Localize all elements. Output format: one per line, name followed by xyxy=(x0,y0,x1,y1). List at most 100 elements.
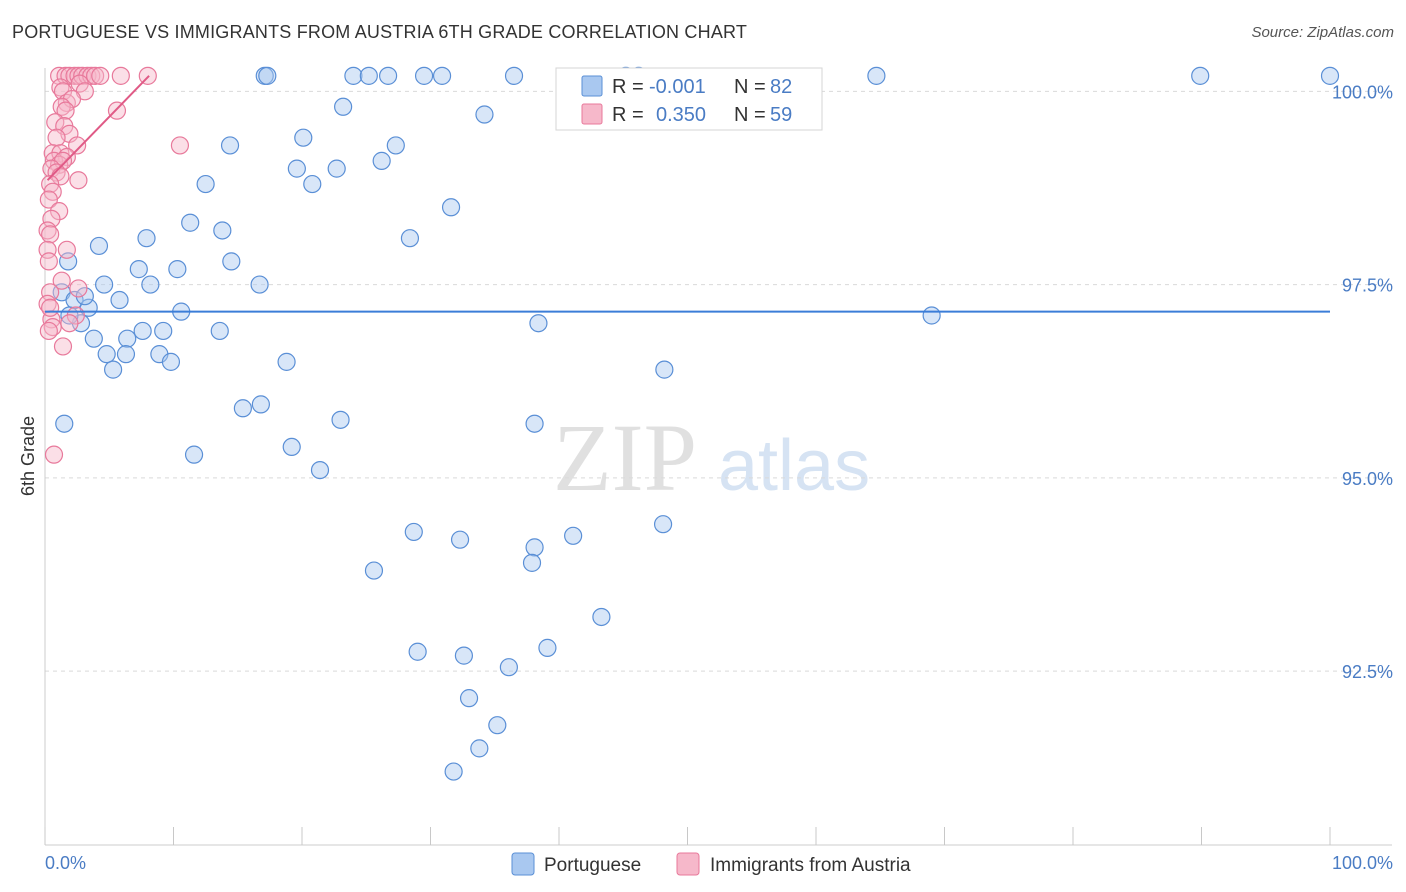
watermark: ZIP atlas xyxy=(553,404,870,511)
portuguese-point xyxy=(432,66,452,85)
portuguese-point xyxy=(251,395,270,414)
y-tick-labels: 100.0% 97.5% 95.0% 92.5% xyxy=(1332,82,1393,682)
portuguese-point xyxy=(459,689,479,708)
portuguese-point xyxy=(133,321,152,341)
austria-point xyxy=(39,252,58,271)
austria-point xyxy=(68,136,87,155)
portuguese-point xyxy=(294,128,313,147)
legend-n-value: 82 xyxy=(770,76,792,98)
portuguese-point xyxy=(400,229,420,248)
austria-point xyxy=(86,66,105,85)
portuguese-point xyxy=(168,260,187,279)
austria-point xyxy=(38,240,57,259)
y-tick-label: 95.0% xyxy=(1342,469,1393,489)
austria-point xyxy=(170,136,190,155)
portuguese-point xyxy=(310,460,330,480)
portuguese-point xyxy=(250,275,269,294)
austria-point xyxy=(41,225,60,244)
portuguese-point xyxy=(327,159,346,178)
austria-point xyxy=(41,283,60,302)
watermark-atlas: atlas xyxy=(718,426,870,506)
portuguese-point xyxy=(181,213,200,232)
portuguese-point xyxy=(97,345,116,364)
portuguese-point xyxy=(488,716,507,735)
portuguese-point xyxy=(564,526,583,545)
portuguese-point xyxy=(386,136,405,155)
portuguese-point xyxy=(408,642,427,661)
austria-point xyxy=(56,101,75,120)
portuguese-point xyxy=(359,66,378,85)
y-tick-label: 97.5% xyxy=(1342,276,1393,296)
portuguese-point xyxy=(444,762,463,781)
portuguese-point xyxy=(233,399,252,418)
portuguese-point xyxy=(372,151,391,170)
portuguese-point xyxy=(470,739,489,758)
austria-point xyxy=(41,298,60,317)
portuguese-point xyxy=(592,607,611,627)
legend-n-value: 59 xyxy=(770,104,792,126)
portuguese-point xyxy=(499,658,518,677)
legend-r-label: R = xyxy=(612,76,644,98)
austria-point xyxy=(52,271,71,290)
chart-title: PORTUGUESE VS IMMIGRANTS FROM AUSTRIA 6T… xyxy=(12,22,748,42)
portuguese-point xyxy=(414,66,434,85)
portuguese-point xyxy=(258,66,277,85)
legend-swatch-immigrants-from-austria xyxy=(676,852,700,876)
legend-label-immigrants-from-austria: Immigrants from Austria xyxy=(710,855,911,876)
portuguese-point xyxy=(1191,66,1210,85)
austria-point xyxy=(53,337,73,356)
x-tick-labels: 0.0% 100.0% xyxy=(45,853,1393,873)
legend-swatch-portuguese xyxy=(511,852,535,876)
portuguese-point xyxy=(441,198,461,217)
chart-source: Source: ZipAtlas.com xyxy=(1251,24,1394,41)
series-legend: Portuguese Immigrants from Austria xyxy=(511,852,911,876)
portuguese-point xyxy=(154,321,173,341)
portuguese-point xyxy=(210,321,229,341)
austria-point xyxy=(50,202,69,221)
portuguese-point xyxy=(454,646,474,665)
portuguese-point xyxy=(277,352,296,371)
axes xyxy=(44,68,1392,846)
portuguese-point xyxy=(331,410,350,429)
legend-label-portuguese: Portuguese xyxy=(544,855,641,876)
portuguese-point xyxy=(450,530,470,549)
legend-r-value: 0.350 xyxy=(656,104,706,126)
portuguese-point xyxy=(110,290,129,310)
austria-point xyxy=(78,66,97,85)
portuguese-point xyxy=(220,136,240,155)
portuguese-point xyxy=(522,553,542,572)
portuguese-point xyxy=(84,329,103,348)
portuguese-point xyxy=(525,414,544,433)
portuguese-point xyxy=(287,159,306,178)
portuguese-point xyxy=(282,437,301,457)
portuguese-point xyxy=(378,66,398,85)
portuguese-point xyxy=(1320,66,1340,85)
trend-line-immigrants-from-austria xyxy=(46,75,150,181)
austria-point xyxy=(91,66,110,85)
watermark-zip: ZIP xyxy=(553,404,697,511)
legend-swatch-immigrants-from-austria xyxy=(581,103,603,125)
trend-lines xyxy=(45,75,1330,313)
portuguese-point xyxy=(161,352,181,371)
portuguese-point xyxy=(504,66,524,85)
stats-legend: R = -0.001 N = 82 R = 0.350 N = 59 xyxy=(555,67,823,131)
portuguese-point xyxy=(529,314,548,333)
y-tick-label: 100.0% xyxy=(1332,82,1393,102)
portuguese-point xyxy=(344,66,363,85)
x-tick-label: 100.0% xyxy=(1332,853,1393,873)
portuguese-point xyxy=(59,252,78,271)
austria-point xyxy=(44,445,64,464)
austria-point xyxy=(57,240,76,259)
portuguese-point xyxy=(196,174,215,194)
portuguese-point xyxy=(95,275,114,294)
austria-point xyxy=(39,190,58,209)
austria-point xyxy=(39,321,58,341)
austria-point xyxy=(46,113,65,132)
portuguese-point xyxy=(118,329,137,348)
portuguese-point xyxy=(141,275,160,294)
legend-n-label: N = xyxy=(734,76,766,98)
portuguese-point xyxy=(55,414,74,433)
portuguese-point xyxy=(129,260,148,279)
portuguese-point xyxy=(525,538,544,557)
